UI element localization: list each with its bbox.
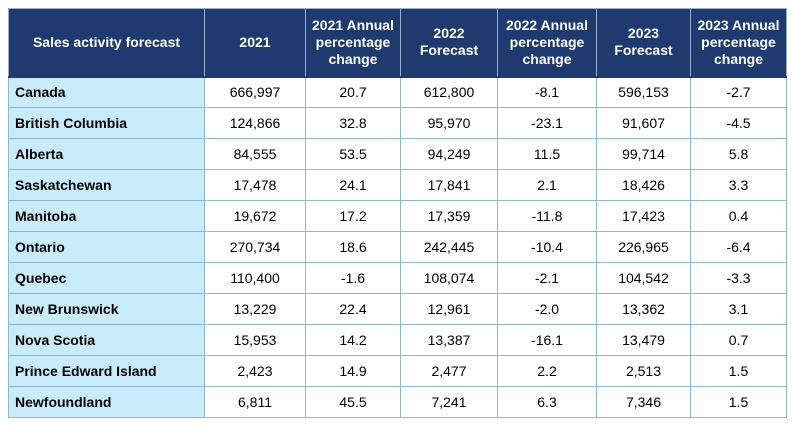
pct-2021-cell: 14.9	[305, 355, 401, 387]
pct-2023-cell: -6.4	[690, 231, 787, 263]
region-cell: British Columbia	[8, 107, 205, 139]
pct-2022-cell: 6.3	[497, 386, 597, 418]
sales-2021-cell: 6,811	[204, 386, 306, 418]
pct-2021-cell: 45.5	[305, 386, 401, 418]
header-2022-annual-pct-change: 2022 Annual percentage change	[497, 8, 597, 77]
sales-2021-cell: 2,423	[204, 355, 306, 387]
pct-2021-cell: 32.8	[305, 107, 401, 139]
sales-forecast-table: Sales activity forecast 2021 2021 Annual…	[8, 8, 787, 418]
sales-2021-cell: 17,478	[204, 169, 306, 201]
forecast-2022-cell: 612,800	[400, 75, 498, 108]
region-cell: Quebec	[8, 262, 205, 294]
table-row: Canada 666,997 20.7 612,800 -8.1 596,153…	[8, 75, 787, 108]
pct-2021-cell: 22.4	[305, 293, 401, 325]
forecast-2023-cell: 91,607	[596, 107, 691, 139]
sales-2021-cell: 270,734	[204, 231, 306, 263]
header-2023-forecast: 2023 Forecast	[596, 8, 691, 77]
table-row: Prince Edward Island 2,423 14.9 2,477 2.…	[8, 355, 787, 387]
pct-2022-cell: -16.1	[497, 324, 597, 356]
pct-2021-cell: 18.6	[305, 231, 401, 263]
table-row: Saskatchewan 17,478 24.1 17,841 2.1 18,4…	[8, 169, 787, 201]
pct-2022-cell: -11.8	[497, 200, 597, 232]
forecast-2022-cell: 13,387	[400, 324, 498, 356]
header-2021: 2021	[204, 8, 306, 77]
forecast-2022-cell: 7,241	[400, 386, 498, 418]
forecast-2022-cell: 94,249	[400, 138, 498, 170]
table-row: Ontario 270,734 18.6 242,445 -10.4 226,9…	[8, 231, 787, 263]
forecast-2022-cell: 95,970	[400, 107, 498, 139]
forecast-2023-cell: 17,423	[596, 200, 691, 232]
sales-2021-cell: 19,672	[204, 200, 306, 232]
pct-2023-cell: 0.4	[690, 200, 787, 232]
pct-2022-cell: -23.1	[497, 107, 597, 139]
pct-2021-cell: -1.6	[305, 262, 401, 294]
table-row: Nova Scotia 15,953 14.2 13,387 -16.1 13,…	[8, 324, 787, 356]
header-2022-forecast: 2022 Forecast	[400, 8, 498, 77]
region-cell: Prince Edward Island	[8, 355, 205, 387]
pct-2023-cell: 1.5	[690, 386, 787, 418]
region-cell: New Brunswick	[8, 293, 205, 325]
forecast-2023-cell: 104,542	[596, 262, 691, 294]
forecast-2022-cell: 108,074	[400, 262, 498, 294]
pct-2021-cell: 20.7	[305, 75, 401, 108]
region-cell: Canada	[8, 75, 205, 108]
forecast-2023-cell: 7,346	[596, 386, 691, 418]
region-cell: Alberta	[8, 138, 205, 170]
region-cell: Newfoundland	[8, 386, 205, 418]
region-cell: Saskatchewan	[8, 169, 205, 201]
pct-2022-cell: 2.2	[497, 355, 597, 387]
table-row: Manitoba 19,672 17.2 17,359 -11.8 17,423…	[8, 200, 787, 232]
pct-2022-cell: -2.0	[497, 293, 597, 325]
pct-2023-cell: -2.7	[690, 75, 787, 108]
pct-2021-cell: 17.2	[305, 200, 401, 232]
pct-2023-cell: -4.5	[690, 107, 787, 139]
pct-2021-cell: 53.5	[305, 138, 401, 170]
table-row: Alberta 84,555 53.5 94,249 11.5 99,714 5…	[8, 138, 787, 170]
sales-2021-cell: 84,555	[204, 138, 306, 170]
forecast-2023-cell: 18,426	[596, 169, 691, 201]
sales-2021-cell: 124,866	[204, 107, 306, 139]
forecast-2022-cell: 2,477	[400, 355, 498, 387]
pct-2022-cell: -8.1	[497, 75, 597, 108]
pct-2023-cell: 3.3	[690, 169, 787, 201]
forecast-2023-cell: 99,714	[596, 138, 691, 170]
pct-2022-cell: 2.1	[497, 169, 597, 201]
forecast-2023-cell: 596,153	[596, 75, 691, 108]
pct-2023-cell: 0.7	[690, 324, 787, 356]
pct-2023-cell: 3.1	[690, 293, 787, 325]
forecast-2022-cell: 17,841	[400, 169, 498, 201]
pct-2022-cell: 11.5	[497, 138, 597, 170]
forecast-2023-cell: 13,362	[596, 293, 691, 325]
region-cell: Nova Scotia	[8, 324, 205, 356]
table-row: Newfoundland 6,811 45.5 7,241 6.3 7,346 …	[8, 386, 787, 418]
table-row: Quebec 110,400 -1.6 108,074 -2.1 104,542…	[8, 262, 787, 294]
sales-2021-cell: 15,953	[204, 324, 306, 356]
forecast-2022-cell: 17,359	[400, 200, 498, 232]
forecast-2023-cell: 226,965	[596, 231, 691, 263]
pct-2023-cell: 5.8	[690, 138, 787, 170]
pct-2022-cell: -2.1	[497, 262, 597, 294]
table-row: New Brunswick 13,229 22.4 12,961 -2.0 13…	[8, 293, 787, 325]
header-sales-activity-forecast: Sales activity forecast	[8, 8, 205, 77]
header-2023-annual-pct-change: 2023 Annual percentage change	[690, 8, 787, 77]
pct-2021-cell: 14.2	[305, 324, 401, 356]
region-cell: Manitoba	[8, 200, 205, 232]
sales-2021-cell: 110,400	[204, 262, 306, 294]
pct-2023-cell: 1.5	[690, 355, 787, 387]
sales-2021-cell: 13,229	[204, 293, 306, 325]
region-cell: Ontario	[8, 231, 205, 263]
forecast-2023-cell: 13,479	[596, 324, 691, 356]
header-2021-annual-pct-change: 2021 Annual percentage change	[305, 8, 401, 77]
table-header-row: Sales activity forecast 2021 2021 Annual…	[8, 8, 787, 77]
pct-2021-cell: 24.1	[305, 169, 401, 201]
pct-2023-cell: -3.3	[690, 262, 787, 294]
sales-2021-cell: 666,997	[204, 75, 306, 108]
forecast-2023-cell: 2,513	[596, 355, 691, 387]
forecast-2022-cell: 242,445	[400, 231, 498, 263]
forecast-2022-cell: 12,961	[400, 293, 498, 325]
pct-2022-cell: -10.4	[497, 231, 597, 263]
table-row: British Columbia 124,866 32.8 95,970 -23…	[8, 107, 787, 139]
